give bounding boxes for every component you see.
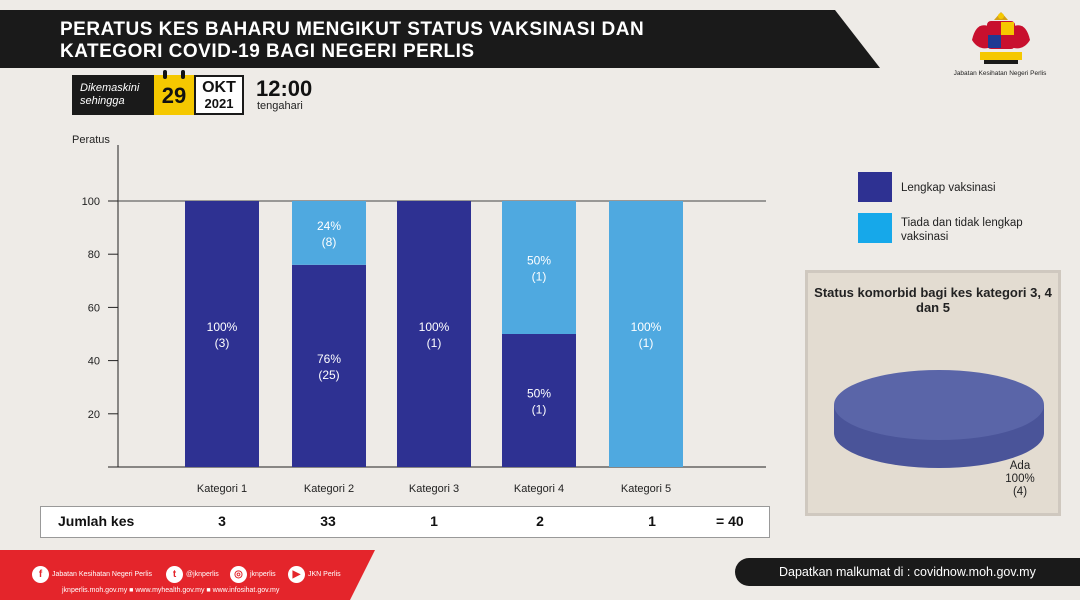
bar-label-count-fully-k1: (3) (215, 336, 230, 350)
title-line-1: PERATUS KES BAHARU MENGIKUT STATUS VAKSI… (60, 19, 645, 40)
y-tick-label-100: 100 (82, 196, 100, 208)
y-tick-label-40: 40 (88, 356, 100, 368)
x-tick-label-kategori-5: Kategori 5 (621, 483, 671, 495)
legend-swatch-not-vaccinated (858, 213, 892, 243)
bar-label-count-fully-k4: (1) (532, 403, 547, 417)
y-tick-label-20: 20 (88, 409, 100, 421)
organization-name: Jabatan Kesihatan Negeri Perlis (953, 70, 1047, 77)
bar-label-count-not-k5: (1) (639, 336, 654, 350)
total-kategori-3: 1 (430, 513, 438, 529)
legend-label-fully-vaccinated: Lengkap vaksinasi (901, 182, 996, 194)
pie-slice-count: (4) (1012, 486, 1028, 498)
bar-label-percent-fully-k1: 100% (207, 320, 238, 334)
bar-fully-vaccinated-kategori-2 (292, 264, 366, 467)
footer-info-text[interactable]: Dapatkan malkumat di : covidnow.moh.gov.… (779, 565, 1036, 579)
footer-social-bar (0, 550, 375, 600)
bar-fully-vaccinated-kategori-3 (397, 201, 471, 467)
social-instagram[interactable]: ◎ jknperlis (230, 565, 276, 583)
bar-not-vaccinated-kategori-5 (609, 201, 683, 467)
legend-swatch-fully-vaccinated (858, 172, 892, 202)
pie-slice-percent: 100% (1005, 473, 1035, 485)
pie-label: Ada 100% (4) (985, 460, 1055, 499)
x-tick-label-kategori-4: Kategori 4 (514, 483, 564, 495)
y-tick-label-80: 80 (88, 249, 100, 261)
pie-slice-name: Ada (1009, 460, 1031, 472)
bar-label-count-not-k2: (8) (322, 235, 337, 249)
update-day: 29 (154, 70, 194, 115)
coat-of-arms-logo (972, 12, 1030, 64)
bar-not-vaccinated-kategori-4 (502, 201, 576, 334)
bar-label-count-fully-k3: (1) (427, 336, 442, 350)
update-month-year: OKT 2021 (194, 75, 244, 115)
update-month: OKT (202, 79, 236, 96)
update-year: 2021 (204, 96, 234, 111)
bar-label-percent-not-k2: 24% (317, 219, 341, 233)
bar-label-percent-fully-k3: 100% (419, 320, 450, 334)
social-facebook[interactable]: f Jabatan Kesihatan Negeri Perlis (32, 565, 152, 583)
bar-label-percent-fully-k4: 50% (527, 387, 551, 401)
bar-not-vaccinated-kategori-2 (292, 201, 366, 265)
x-tick-label-kategori-1: Kategori 1 (197, 483, 247, 495)
total-sum: = 40 (716, 513, 744, 529)
x-tick-label-kategori-2: Kategori 2 (304, 483, 354, 495)
youtube-icon: ▶ (288, 565, 305, 583)
totals-row (40, 506, 770, 538)
stacked-bar-chart: 20 40 60 80 100 100% (3) Kategori 1 76% (25) 24% (8… (82, 145, 766, 495)
footer-info-bar: Dapatkan malkumat di : covidnow.moh.gov.… (735, 558, 1080, 586)
update-time: 12:00 (256, 76, 313, 101)
facebook-icon: f (32, 565, 49, 583)
x-tick-label-kategori-3: Kategori 3 (409, 483, 459, 495)
bar-label-percent-not-k4: 50% (527, 254, 551, 268)
bar-label-percent-fully-k2: 76% (317, 352, 341, 366)
y-tick-label-60: 60 (88, 302, 100, 314)
legend-label-not-vaccinated: Tiada dan tidak lengkap vaksinasi (901, 217, 1023, 243)
bar-fully-vaccinated-kategori-1 (185, 201, 259, 467)
total-kategori-4: 2 (536, 513, 544, 529)
totals-label: Jumlah kes (58, 513, 135, 529)
social-youtube[interactable]: ▶ JKN Perlis (288, 565, 341, 583)
twitter-icon: t (166, 565, 183, 583)
comorbidity-title: Status komorbid bagi kes kategori 3, 4 d… (814, 285, 1052, 315)
title-line-2: KATEGORI COVID-19 BAGI NEGERI PERLIS (60, 41, 475, 62)
bar-fully-vaccinated-kategori-4 (502, 334, 576, 467)
total-kategori-2: 33 (320, 513, 336, 529)
instagram-icon: ◎ (230, 565, 247, 583)
update-time-label: tengahari (257, 100, 303, 112)
y-axis-label: Peratus (72, 134, 110, 146)
title-banner: PERATUS KES BAHARU MENGIKUT STATUS VAKSI… (0, 10, 880, 68)
bar-label-percent-not-k5: 100% (631, 320, 662, 334)
update-label: Dikemaskini sehingga (72, 75, 154, 115)
social-twitter[interactable]: t @jknperlis (166, 565, 219, 583)
bar-label-count-fully-k2: (25) (318, 368, 339, 382)
total-kategori-1: 3 (218, 513, 226, 529)
bar-label-count-not-k4: (1) (532, 270, 547, 284)
total-kategori-5: 1 (648, 513, 656, 529)
footer-links[interactable]: jknperlis.moh.gov.my ■ www.myhealth.gov.… (62, 587, 280, 594)
